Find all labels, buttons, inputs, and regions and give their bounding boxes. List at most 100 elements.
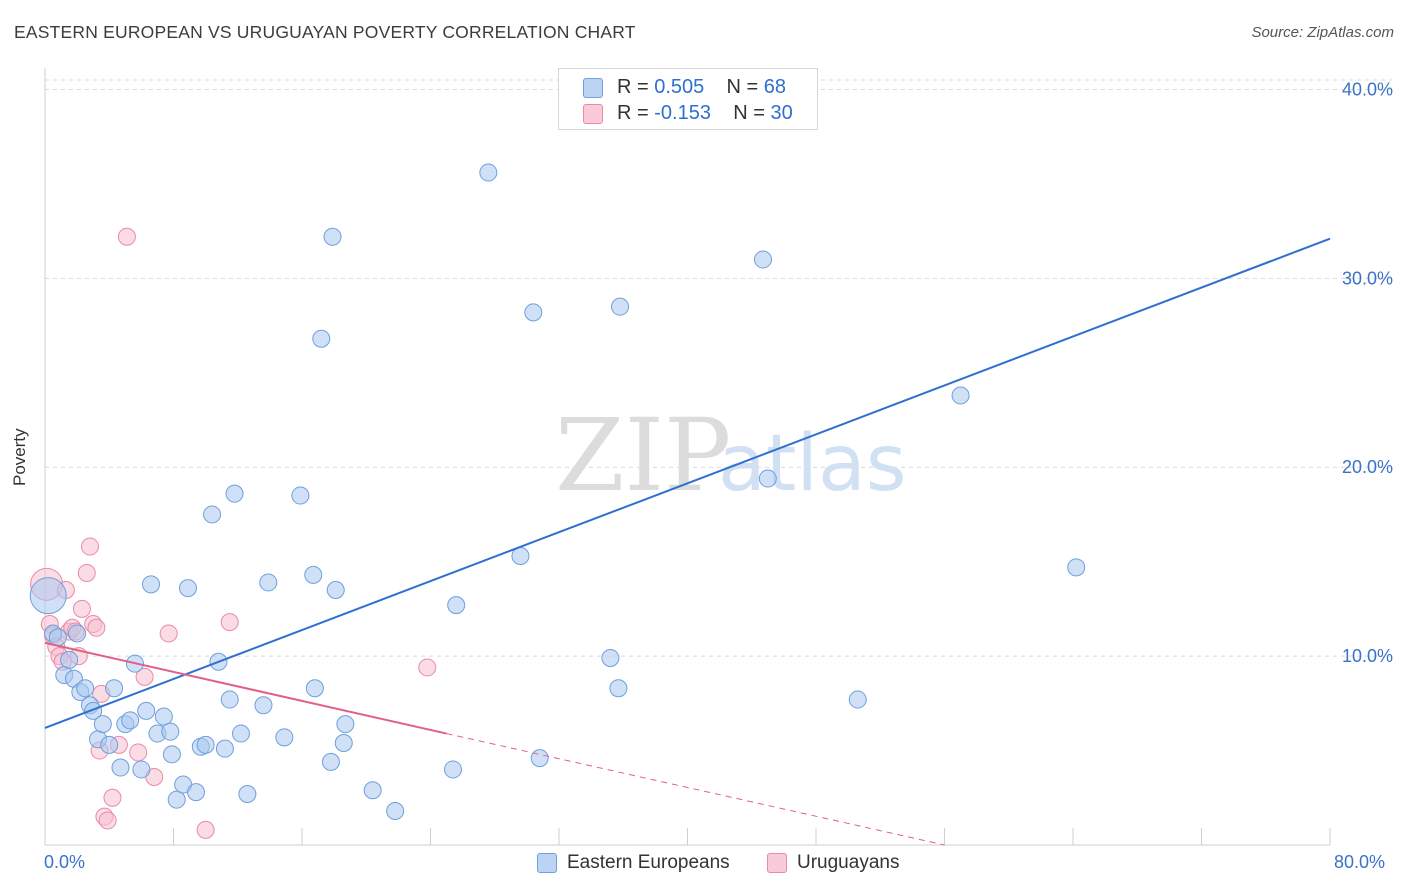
uruguayans-point [98, 811, 117, 830]
x-tick-label-max: 80.0% [1334, 852, 1386, 872]
eastern-europeans-point [848, 690, 867, 709]
eastern-europeans-point [609, 679, 628, 698]
legend-n-label: N = [733, 102, 765, 124]
eastern-europeans-point [203, 505, 222, 524]
eastern-europeans-point [524, 303, 543, 322]
eastern-europeans-point [68, 624, 87, 643]
eastern-europeans-point [93, 715, 112, 734]
y-tick-label: 30.0% [1342, 268, 1393, 288]
eastern-europeans-point [186, 783, 205, 802]
eastern-europeans-point [305, 679, 324, 698]
uruguayans-point [117, 227, 136, 246]
bottom-legend-swatch-pink [767, 853, 787, 873]
legend-swatch-pink [583, 104, 603, 124]
uruguayans-point [77, 564, 96, 582]
eastern-europeans-point [220, 690, 239, 709]
eastern-europeans-point [611, 297, 630, 316]
eastern-europeans-point [29, 577, 67, 615]
eastern-europeans-point [161, 722, 180, 741]
eastern-europeans-point [758, 469, 777, 488]
eastern-europeans-point [238, 785, 257, 803]
eastern-europeans-point [225, 484, 244, 503]
chart-title: EASTERN EUROPEAN VS URUGUAYAN POVERTY CO… [14, 22, 636, 42]
legend-n-label: N = [726, 76, 759, 98]
watermark-zip: ZIP [555, 397, 731, 514]
eastern-europeans-point [259, 573, 278, 592]
legend-swatch-blue [583, 78, 603, 98]
uruguayans-trend-line [44, 641, 447, 735]
eastern-europeans-point [334, 734, 353, 752]
eastern-europeans-point [326, 581, 345, 599]
y-tick-label: 20.0% [1342, 457, 1393, 477]
eastern-europeans-point [321, 752, 340, 771]
watermark: ZIP atlas [555, 397, 907, 514]
uruguayans-point [103, 788, 122, 807]
eastern-europeans-point [121, 711, 140, 730]
legend-n-value: 68 [763, 76, 787, 98]
eastern-europeans-point [231, 724, 250, 743]
axes [44, 68, 1331, 846]
eastern-europeans-point [84, 701, 103, 720]
legend-r-label: R = [617, 76, 649, 98]
uruguayans-point [129, 743, 148, 762]
uruguayans-trend-line-extension [446, 733, 945, 846]
eastern-europeans-point [142, 575, 161, 594]
eastern-europeans-point [254, 696, 273, 715]
eastern-europeans-point [312, 329, 331, 348]
eastern-europeans-point [48, 628, 67, 647]
eastern-europeans-point [951, 386, 970, 405]
eastern-europeans-point [100, 735, 119, 754]
uruguayans-point [135, 667, 154, 686]
eastern-europeans-point [447, 596, 466, 615]
eastern-europeans-point [178, 579, 197, 598]
bottom-legend-label: Eastern Europeans [567, 852, 730, 873]
legend-r-value: 0.505 [654, 76, 705, 98]
grid-lines [45, 79, 1392, 657]
bottom-legend-label: Uruguayans [797, 852, 900, 873]
eastern-europeans-point [1067, 558, 1086, 577]
y-axis-label: Poverty [10, 428, 29, 486]
legend-r-value: -0.153 [654, 102, 711, 124]
eastern-europeans-point [479, 163, 498, 182]
uruguayans-point [80, 537, 99, 556]
trend-lines [44, 237, 1331, 846]
y-tick-labels: 10.0% 20.0% 30.0% 40.0% [1342, 79, 1393, 666]
uruguayans-point [72, 599, 91, 618]
eastern-europeans-point [167, 790, 186, 809]
eastern-europeans-point [291, 486, 310, 505]
eastern-europeans-point [336, 715, 355, 734]
x-tick-label-min: 0.0% [44, 852, 86, 872]
correlation-legend: R = 0.505 N = 68 R = -0.153 N = 30 [558, 68, 818, 130]
eastern-europeans-point [275, 728, 294, 747]
uruguayans-point [87, 618, 106, 637]
uruguayans-point [418, 658, 437, 677]
eastern-europeans-point [162, 745, 181, 764]
eastern-europeans-point [196, 735, 215, 754]
eastern-europeans-point [304, 565, 323, 584]
eastern-europeans-point [323, 227, 342, 246]
eastern-europeans-point [60, 650, 79, 669]
bottom-legend-swatch-blue [537, 853, 557, 873]
eastern-europeans-point [386, 802, 405, 820]
eastern-europeans-point [154, 707, 173, 726]
eastern-europeans-trend-line [44, 237, 1331, 729]
eastern-europeans-point [530, 749, 549, 768]
source-credit: Source: ZipAtlas.com [1251, 24, 1394, 41]
eastern-europeans-point [215, 739, 234, 758]
legend-r-label: R = [617, 102, 649, 124]
eastern-europeans-point [601, 649, 620, 667]
y-tick-label: 40.0% [1342, 79, 1393, 99]
eastern-europeans-point [363, 781, 382, 800]
eastern-europeans-point [105, 679, 124, 698]
eastern-europeans-point [753, 250, 772, 269]
legend-n-value: 30 [770, 102, 793, 124]
y-tick-label: 10.0% [1342, 646, 1393, 666]
uruguayans-point [196, 820, 215, 839]
uruguayans-point [159, 624, 178, 643]
watermark-atlas: atlas [718, 419, 907, 509]
eastern-europeans-point [443, 760, 462, 779]
eastern-europeans-point [111, 758, 130, 777]
eastern-europeans-point [76, 679, 95, 698]
eastern-europeans-point [137, 701, 156, 720]
